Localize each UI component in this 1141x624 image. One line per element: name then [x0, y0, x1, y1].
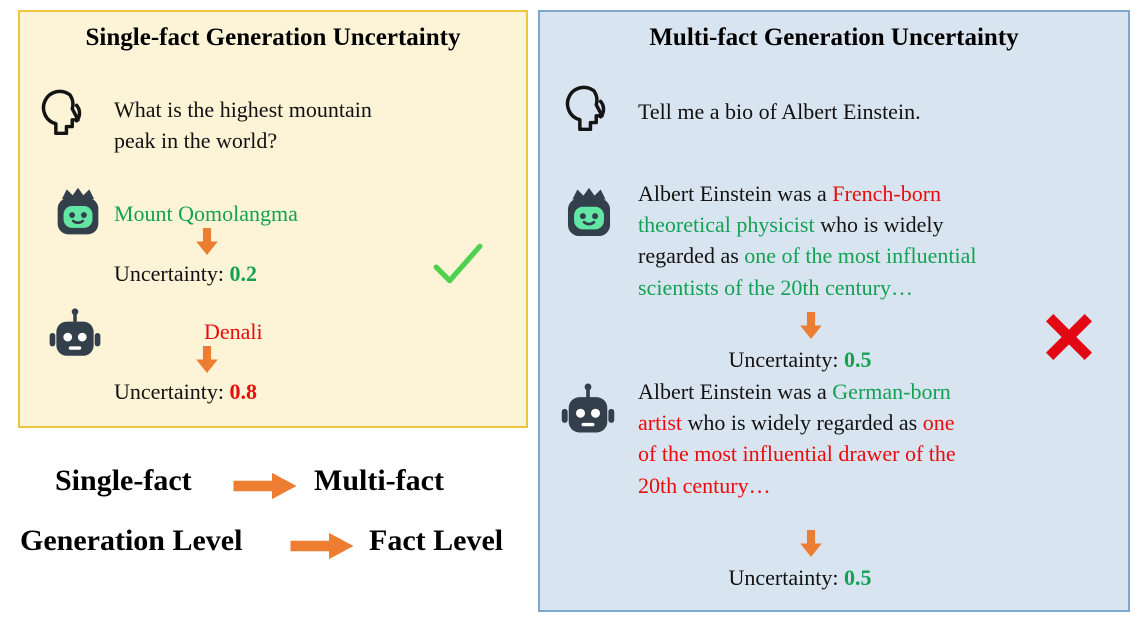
multi-fact-panel: Multi-fact Generation Uncertainty Tell m… — [538, 10, 1130, 612]
text-segment: one of the most influential drawer of th… — [638, 410, 956, 498]
mapping-term-single-fact: Single-fact — [55, 464, 192, 497]
model-response: Albert Einstein was a French-born theore… — [638, 178, 1098, 303]
uncertainty-value: 0.5 — [843, 565, 872, 590]
robot-icon — [46, 305, 104, 363]
text-segment: Albert Einstein was a — [638, 181, 833, 206]
mapping-term-fact-level: Fact Level — [369, 524, 504, 557]
right-arrow-icon — [229, 472, 301, 500]
single-fact-panel: Single-fact Generation Uncertainty What … — [18, 10, 528, 428]
model-answer: Denali — [204, 319, 263, 344]
text-segment: artist — [638, 410, 682, 436]
uncertainty-line: Uncertainty: 0.5 — [620, 562, 980, 593]
down-arrow-icon — [196, 228, 218, 255]
uncertainty-label: Uncertainty: — [114, 379, 230, 404]
uncertainty-line: Uncertainty: 0.8 — [114, 376, 257, 407]
text-segment: one of the most influential scientists o… — [638, 243, 977, 300]
user-speaking-icon — [38, 88, 92, 142]
text-segment: theoretical physicist — [638, 212, 815, 238]
cross-icon — [1046, 314, 1092, 360]
crowned-robot-icon — [558, 184, 620, 246]
uncertainty-line: Uncertainty: 0.5 — [620, 344, 980, 375]
text-segment: who is widely regarded as — [682, 410, 923, 436]
uncertainty-value: 0.2 — [229, 261, 257, 286]
robot-icon — [558, 380, 618, 440]
uncertainty-label: Uncertainty: — [728, 347, 844, 372]
model-response: Albert Einstein was a German-born artist… — [638, 376, 1098, 501]
checkmark-icon — [432, 242, 484, 286]
right-arrow-icon — [286, 532, 358, 560]
text-segment: French-born — [832, 181, 942, 206]
down-arrow-icon — [800, 530, 822, 557]
down-arrow-icon — [196, 346, 218, 373]
uncertainty-value: 0.8 — [229, 379, 257, 404]
uncertainty-value: 0.5 — [843, 347, 872, 372]
mapping-term-multi-fact: Multi-fact — [314, 464, 444, 497]
user-question: What is the highest mountain peak in the… — [114, 97, 372, 154]
user-speaking-icon — [562, 84, 616, 138]
text-segment: German-born — [832, 379, 951, 404]
text-segment: Albert Einstein was a — [638, 379, 833, 404]
uncertainty-label: Uncertainty: — [728, 565, 844, 590]
mapping-term-generation-level: Generation Level — [20, 524, 243, 557]
down-arrow-icon — [800, 312, 822, 339]
crowned-robot-icon — [48, 184, 108, 244]
uncertainty-label: Uncertainty: — [114, 261, 230, 286]
model-answer: Mount Qomolangma — [114, 201, 298, 226]
panel-title: Multi-fact Generation Uncertainty — [649, 24, 1019, 51]
panel-title: Single-fact Generation Uncertainty — [85, 24, 461, 51]
text-segment: who is widely regarded as — [638, 212, 944, 269]
user-question: Tell me a bio of Albert Einstein. — [638, 99, 921, 124]
uncertainty-line: Uncertainty: 0.2 — [114, 258, 257, 289]
